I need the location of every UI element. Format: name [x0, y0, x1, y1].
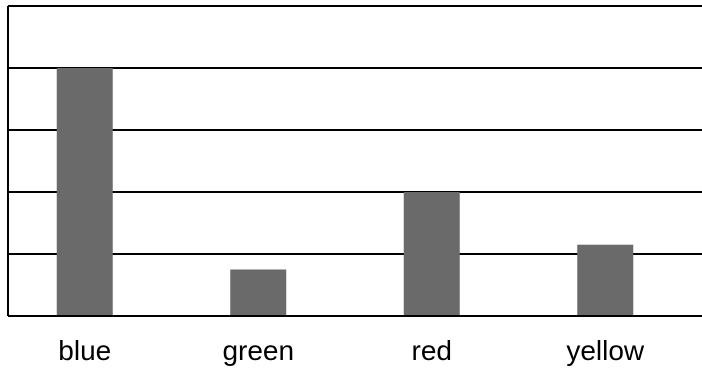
bar-blue: [56, 68, 113, 316]
x-tick-label-green: green: [222, 335, 294, 366]
bars: [56, 68, 634, 316]
bar-yellow: [577, 244, 634, 316]
axes: [7, 6, 702, 317]
x-tick-label-red: red: [412, 335, 452, 366]
x-tick-labels: blue green red yellow: [58, 335, 645, 366]
bar-green: [230, 269, 287, 316]
x-tick-label-yellow: yellow: [566, 335, 645, 366]
x-tick-label-blue: blue: [58, 335, 111, 366]
bar-red: [403, 192, 460, 316]
